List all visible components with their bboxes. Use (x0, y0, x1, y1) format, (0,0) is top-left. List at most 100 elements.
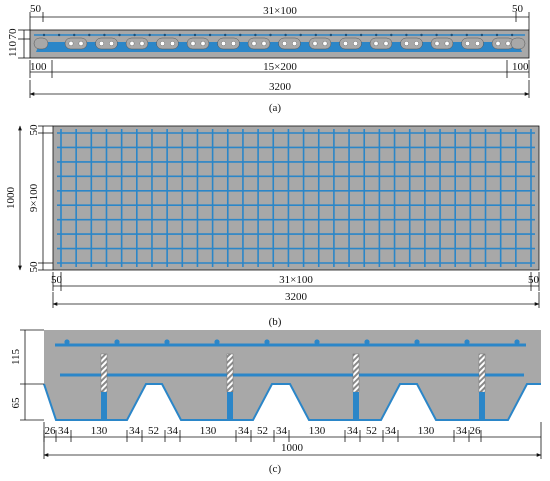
stud-c-hatched (478, 353, 486, 393)
rebar-a-dot (163, 33, 166, 37)
rebar-c-dot (64, 339, 70, 345)
rebar-c-dot (414, 339, 420, 345)
slab-a-void-hole (495, 41, 501, 46)
slab-a-void (156, 37, 179, 50)
slab-a-void-hole (282, 41, 287, 46)
slab-a-void-hole (190, 41, 196, 46)
slab-a-void-hole (322, 41, 328, 46)
rebar-a-dot (103, 33, 106, 37)
slab-a-void-hole (231, 41, 236, 46)
slab-a-void (278, 37, 301, 50)
rebar-a-dot (480, 33, 484, 37)
stud-c-hatched (100, 353, 108, 393)
slab-a-void-hole (343, 41, 348, 46)
rebar-c-dot (114, 339, 120, 345)
slab-a-void (95, 37, 118, 50)
rebar-a-dot (208, 33, 212, 37)
rebar-a-dot (133, 33, 136, 37)
dim-c-seg-label: 52 (366, 425, 377, 437)
rebar-a-dot (435, 33, 438, 37)
slab-a-void-end (510, 37, 526, 50)
rebar-a-dot (314, 33, 317, 37)
stud-c-shank (227, 392, 233, 420)
slab-a-void-hole (170, 41, 175, 46)
dim-c-seg-label: 34 (385, 425, 397, 437)
caption-a: (a) (269, 102, 282, 114)
slab-a-void-hole (160, 41, 165, 46)
slab-a-void (217, 37, 240, 50)
slab-a-void-hole (99, 41, 104, 46)
slab-a-void (64, 37, 88, 50)
rebar-a-dot (284, 33, 287, 37)
dim-c-seg-label: 34 (456, 425, 468, 437)
dim-c-overall: 1000 (281, 442, 304, 454)
rebar-a-dot (375, 33, 378, 37)
slab-a-void (125, 37, 149, 50)
dim-a-top-mid: 31×100 (263, 5, 297, 17)
slab-a-void (186, 37, 210, 50)
slab-a-void-hole (221, 41, 226, 46)
dim-c-seg-label: 34 (129, 425, 141, 437)
rebar-c-dot (214, 339, 220, 345)
dim-b-left-overall: 1000 (5, 187, 17, 210)
slab-a-void (247, 37, 271, 50)
dim-a-left-bottom: 110 (7, 40, 19, 57)
stud-c-shank (353, 392, 359, 420)
rebar-c-dot (314, 339, 320, 345)
dim-c-seg-label: 26 (470, 425, 482, 437)
slab-a-void-hole (139, 41, 145, 46)
rebar-a-dot (405, 33, 408, 37)
stud-c-shank (101, 392, 107, 420)
dim-a-top-left: 50 (30, 3, 42, 15)
slab-a-void (308, 37, 332, 50)
slab-a-void-hole (414, 41, 419, 46)
rebar-a-dot (254, 33, 257, 37)
rebar-c-dots (64, 339, 520, 345)
rebar-a-dot (42, 33, 46, 37)
rebar-a-dot (148, 33, 151, 37)
rebar-a-dot (359, 33, 363, 37)
dim-c-seg-label: 26 (45, 425, 57, 437)
slab-a-void-hole (109, 41, 114, 46)
dim-c-seg-label: 34 (276, 425, 288, 437)
dim-c-seg-label: 34 (167, 425, 179, 437)
stud-c-shank (479, 392, 485, 420)
caption-b: (b) (269, 316, 282, 328)
dim-a-overall: 3200 (269, 81, 292, 93)
dim-b-bottom-left: 50 (51, 274, 63, 286)
slab-a-void-hole (383, 41, 389, 46)
rebar-a-dot (178, 33, 182, 37)
rebar-a-dot (57, 33, 61, 37)
dim-c-seg-label: 130 (309, 425, 326, 437)
rebar-a-dot (329, 33, 333, 37)
dim-c-seg-label: 130 (200, 425, 217, 437)
slab-a-void-hole (261, 41, 267, 46)
dim-b-left-mid: 9×100 (28, 183, 40, 212)
dim-c-seg-label: 130 (91, 425, 108, 437)
rebar-c-dot (464, 339, 470, 345)
dim-c-seg-label: 34 (238, 425, 250, 437)
rebar-a-dot (239, 33, 242, 37)
slab-a-void-hole (292, 41, 297, 46)
slab-a-void (461, 37, 484, 50)
slab-a-void-hole (312, 41, 318, 46)
rebar-a-dot (390, 33, 393, 37)
rebar-c-dot (164, 339, 170, 345)
slab-a-voids (33, 37, 526, 50)
slab-a-void-hole (68, 41, 74, 46)
rebar-a-dot (118, 33, 121, 37)
dim-c-seg-label: 52 (148, 425, 159, 437)
rebar-a-dot (465, 33, 468, 37)
dim-b-left-top: 50 (28, 124, 40, 136)
rebar-a-dot (269, 33, 272, 37)
slab-a-void-hole (465, 41, 470, 46)
slab-a-void-hole (200, 41, 206, 46)
dim-b-bottom-right: 50 (528, 274, 540, 286)
stud-c-hatched (352, 353, 360, 393)
rebar-c-dot (514, 339, 520, 345)
slab-a-void-hole (505, 41, 511, 46)
dim-b-left-bottom: 50 (28, 261, 40, 273)
dim-a-left-top: 70 (7, 28, 19, 40)
slab-a-void-hole (373, 41, 379, 46)
rebar-c-dot (264, 339, 270, 345)
